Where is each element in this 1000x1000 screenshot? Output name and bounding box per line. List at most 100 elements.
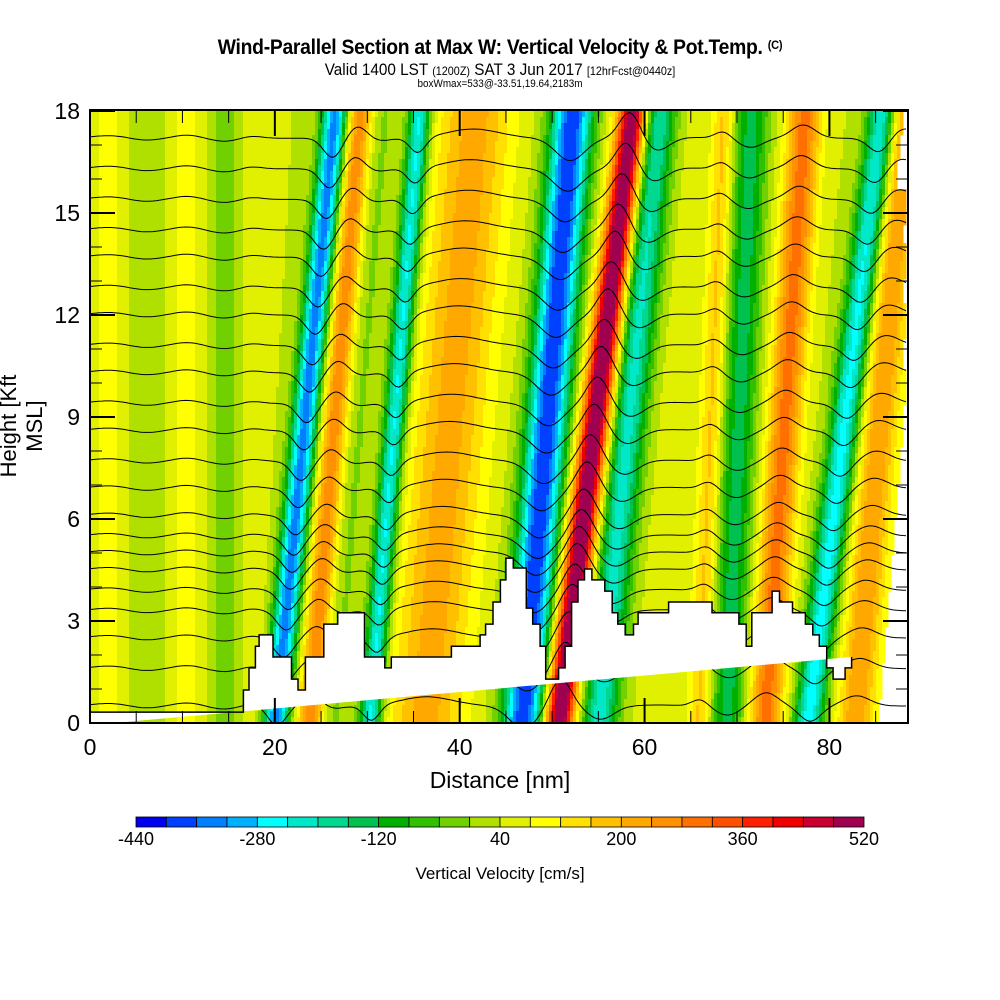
w-cell — [603, 219, 607, 226]
w-cell — [582, 123, 586, 130]
w-cell — [519, 303, 526, 310]
w-cell — [669, 165, 673, 172]
w-cell — [330, 303, 334, 310]
w-cell — [306, 243, 310, 250]
w-cell — [783, 261, 787, 268]
w-cell — [624, 243, 628, 250]
w-cell — [234, 171, 244, 178]
w-cell — [729, 231, 733, 238]
w-cell — [312, 219, 316, 226]
w-cell — [348, 165, 352, 172]
w-cell — [315, 177, 319, 184]
w-cell — [354, 225, 358, 232]
w-cell — [891, 129, 895, 136]
w-cell — [588, 207, 592, 214]
w-cell — [789, 213, 793, 220]
w-cell — [402, 285, 409, 292]
w-cell — [363, 165, 367, 172]
w-cell — [657, 201, 661, 208]
w-cell — [429, 183, 433, 190]
w-cell — [594, 285, 598, 292]
w-cell — [360, 291, 364, 298]
w-cell — [789, 285, 799, 292]
w-cell — [804, 183, 811, 190]
w-cell — [681, 183, 709, 190]
w-cell — [327, 327, 331, 334]
w-cell — [888, 189, 892, 196]
w-cell — [723, 249, 727, 256]
w-cell — [636, 213, 640, 220]
w-cell — [597, 177, 601, 184]
w-cell — [99, 267, 118, 274]
w-cell — [306, 255, 310, 262]
w-cell — [91, 231, 100, 238]
w-cell — [675, 177, 682, 184]
w-cell — [435, 117, 439, 124]
w-cell — [855, 219, 859, 226]
w-cell — [582, 315, 586, 322]
w-cell — [729, 177, 733, 184]
w-cell — [195, 135, 208, 142]
w-cell — [324, 315, 328, 322]
w-cell — [855, 177, 859, 184]
w-cell — [426, 249, 433, 256]
w-cell — [243, 171, 289, 178]
w-cell — [498, 225, 511, 232]
w-cell — [570, 291, 574, 298]
w-cell — [405, 189, 409, 196]
w-cell — [615, 171, 619, 178]
w-cell — [354, 117, 358, 124]
w-cell — [876, 201, 880, 208]
w-cell — [756, 177, 760, 184]
w-cell — [318, 195, 322, 202]
w-cell — [567, 111, 580, 118]
w-cell — [588, 327, 592, 334]
w-cell — [339, 153, 343, 160]
w-cell — [414, 159, 418, 166]
w-cell — [321, 291, 325, 298]
w-cell — [807, 261, 811, 268]
w-cell — [648, 309, 652, 316]
w-cell — [333, 219, 337, 226]
w-cell — [540, 309, 544, 316]
w-cell — [894, 141, 898, 148]
w-cell — [798, 291, 802, 298]
w-cell — [888, 237, 892, 244]
w-cell — [627, 225, 631, 232]
w-cell — [345, 195, 349, 202]
w-cell — [399, 321, 406, 328]
w-cell — [363, 231, 367, 238]
w-cell — [288, 195, 307, 202]
w-cell — [414, 321, 418, 328]
w-cell — [726, 183, 730, 190]
w-cell — [354, 315, 358, 322]
w-cell — [522, 249, 532, 256]
w-cell — [639, 135, 643, 142]
w-cell — [747, 123, 757, 130]
w-cell — [834, 327, 841, 334]
w-cell — [540, 249, 544, 256]
w-cell — [819, 237, 835, 244]
w-cell — [423, 123, 427, 130]
w-cell — [780, 147, 787, 154]
w-cell — [735, 165, 739, 172]
w-cell — [891, 183, 895, 190]
w-cell — [423, 303, 427, 310]
w-cell — [588, 117, 592, 124]
w-cell — [615, 147, 619, 154]
w-cell — [234, 315, 244, 322]
w-cell — [582, 117, 586, 124]
w-cell — [165, 333, 178, 340]
w-cell — [621, 159, 631, 166]
w-cell — [327, 129, 331, 136]
w-cell — [846, 249, 850, 256]
w-cell — [534, 285, 538, 292]
w-cell — [585, 255, 589, 262]
w-cell — [852, 291, 856, 298]
w-cell — [195, 129, 208, 136]
w-cell — [732, 237, 736, 244]
w-cell — [333, 321, 337, 328]
w-cell — [117, 177, 130, 184]
w-cell — [420, 171, 424, 178]
w-cell — [345, 207, 349, 214]
